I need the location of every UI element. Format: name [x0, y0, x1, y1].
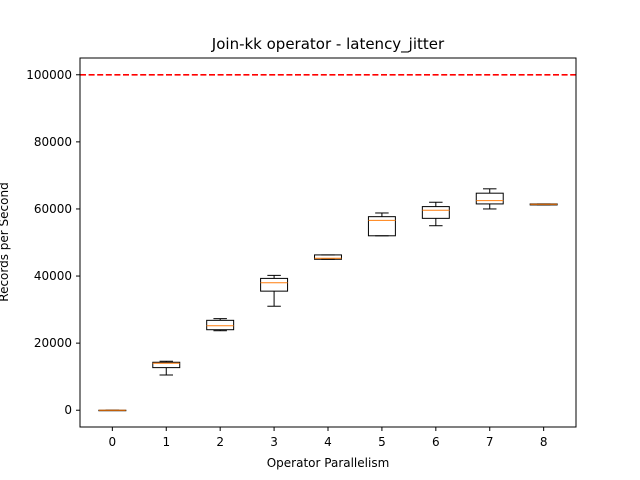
- box-5: [367, 212, 396, 237]
- y-tick-label: 20000: [34, 336, 72, 350]
- box-iqr: [206, 319, 235, 331]
- y-tick-label: 60000: [34, 202, 72, 216]
- x-tick-label: 2: [216, 435, 224, 449]
- y-tick-label: 0: [64, 403, 72, 417]
- box-8: [529, 203, 558, 206]
- box-6: [421, 201, 450, 227]
- box-iqr: [152, 361, 181, 369]
- x-tick-label: 6: [432, 435, 440, 449]
- x-tick-label: 7: [486, 435, 494, 449]
- plot-area: [80, 73, 576, 412]
- x-tick-label: 0: [109, 435, 117, 449]
- plot-frame: [79, 57, 577, 428]
- x-axis-ticks: 0 1 2 3 4 5 6 7 8: [109, 427, 548, 449]
- x-tick-label: 1: [162, 435, 170, 449]
- y-axis-ticks: 0 20000 40000 60000 80000 100000: [26, 68, 80, 417]
- x-tick-label: 5: [378, 435, 386, 449]
- y-tick-label: 80000: [34, 135, 72, 149]
- box-4: [314, 254, 342, 260]
- box-iqr: [475, 192, 504, 205]
- y-axis-label: Records per Second: [0, 182, 11, 301]
- x-tick-label: 4: [324, 435, 332, 449]
- chart-title: Join-kk operator - latency_jitter: [211, 35, 445, 54]
- box-iqr: [367, 216, 396, 237]
- box-iqr: [314, 254, 342, 260]
- box-2: [206, 318, 235, 332]
- x-tick-label: 3: [270, 435, 278, 449]
- x-axis-label: Operator Parallelism: [267, 456, 390, 470]
- box-iqr: [260, 277, 289, 292]
- box-0: [98, 409, 127, 412]
- y-tick-label: 40000: [34, 269, 72, 283]
- y-tick-label: 100000: [26, 68, 72, 82]
- box-3: [260, 274, 289, 307]
- box-1: [152, 360, 181, 376]
- x-tick-label: 8: [540, 435, 548, 449]
- box-7: [475, 188, 504, 210]
- box-iqr: [421, 206, 450, 219]
